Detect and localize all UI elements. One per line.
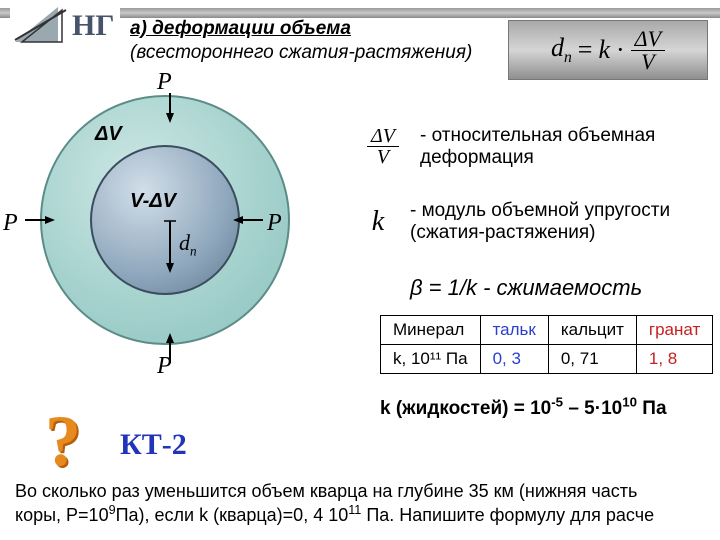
formula-frac: ΔV V — [631, 28, 665, 73]
logo: НГ — [10, 2, 120, 47]
p-label-right: P — [267, 210, 282, 237]
kt2-label: КТ-2 — [120, 428, 187, 462]
question-icon: ? — [45, 400, 81, 483]
desc1-den: V — [373, 147, 393, 167]
symbol-dv-over-v: ΔV V — [360, 126, 406, 167]
liquid-exp2: 10 — [622, 395, 637, 410]
formula-dn: d — [551, 33, 564, 62]
table-row: Минерал тальк кальцит гранат — [381, 316, 713, 345]
dn-label: dn — [179, 230, 197, 259]
v-minus-dv-label: V-ΔV — [130, 190, 176, 213]
p-label-left: P — [3, 210, 18, 237]
problem-text: Во сколько раз уменьшится объем кварца н… — [15, 480, 720, 526]
arrow-right — [233, 215, 263, 225]
desc1-text: - относительная объемная деформация — [420, 125, 720, 169]
compression-diagram: P P P P ΔV V-ΔV dn — [15, 75, 315, 360]
td-talc: 0, 3 — [480, 345, 548, 374]
mineral-table: Минерал тальк кальцит гранат k, 10¹¹ Па … — [380, 315, 713, 374]
table-row: k, 10¹¹ Па 0, 3 0, 71 1, 8 — [381, 345, 713, 374]
liquid-prefix: k (жидкостей) = 10 — [380, 398, 551, 419]
desc-bulk-modulus: k - модуль объемной упругости (сжатия-ра… — [360, 200, 720, 244]
liquid-mid: – 5·10 — [563, 398, 622, 419]
problem-line1: Во сколько раз уменьшится объем кварца н… — [15, 481, 637, 501]
main-formula: dn = k · ΔV V — [508, 20, 708, 80]
arrow-bottom — [165, 333, 175, 363]
th-calcite: кальцит — [548, 316, 636, 345]
desc1-num: ΔV — [367, 126, 399, 147]
th-garnet: гранат — [636, 316, 712, 345]
beta-formula: β = 1/k - сжимаемость — [410, 275, 642, 301]
problem-exp1: 9 — [109, 503, 116, 517]
p-label-top: P — [157, 69, 172, 96]
problem-line2c: Па. Напишите формулу для расче — [361, 505, 654, 525]
desc-relative-volume: ΔV V - относительная объемная деформация — [360, 125, 720, 169]
dn-d: d — [179, 230, 190, 255]
formula-dot: · — [616, 35, 625, 65]
dn-arrow — [163, 217, 177, 275]
delta-v-label: ΔV — [95, 123, 122, 146]
formula-dn-sub: n — [564, 49, 572, 66]
subtitle: (всестороннего сжатия-растяжения) — [130, 42, 472, 64]
svg-text:НГ: НГ — [72, 9, 114, 42]
formula-den: V — [637, 51, 658, 73]
td-garnet: 1, 8 — [636, 345, 712, 374]
formula-k: k — [598, 35, 610, 65]
td-calcite: 0, 71 — [548, 345, 636, 374]
liquid-exp1: -5 — [551, 395, 563, 410]
arrow-left — [25, 215, 55, 225]
formula-eq: = — [578, 35, 593, 65]
desc2-text: - модуль объемной упругости (сжатия-раст… — [410, 200, 720, 244]
problem-line2b: Па), если k (кварца)=0, 4 10 — [116, 505, 349, 525]
symbol-k: k — [360, 206, 396, 238]
dn-sub: n — [190, 243, 197, 258]
th-mineral: Минерал — [381, 316, 481, 345]
liquid-modulus: k (жидкостей) = 10-5 – 5·1010 Па — [380, 395, 667, 420]
formula-num: ΔV — [631, 28, 665, 51]
arrow-top — [165, 93, 175, 123]
problem-line2a: коры, P=10 — [15, 505, 109, 525]
td-k-label: k, 10¹¹ Па — [381, 345, 481, 374]
th-talc: тальк — [480, 316, 548, 345]
title: а) деформации объема — [130, 18, 351, 40]
problem-exp2: 11 — [348, 503, 361, 517]
liquid-suffix: Па — [637, 398, 667, 419]
